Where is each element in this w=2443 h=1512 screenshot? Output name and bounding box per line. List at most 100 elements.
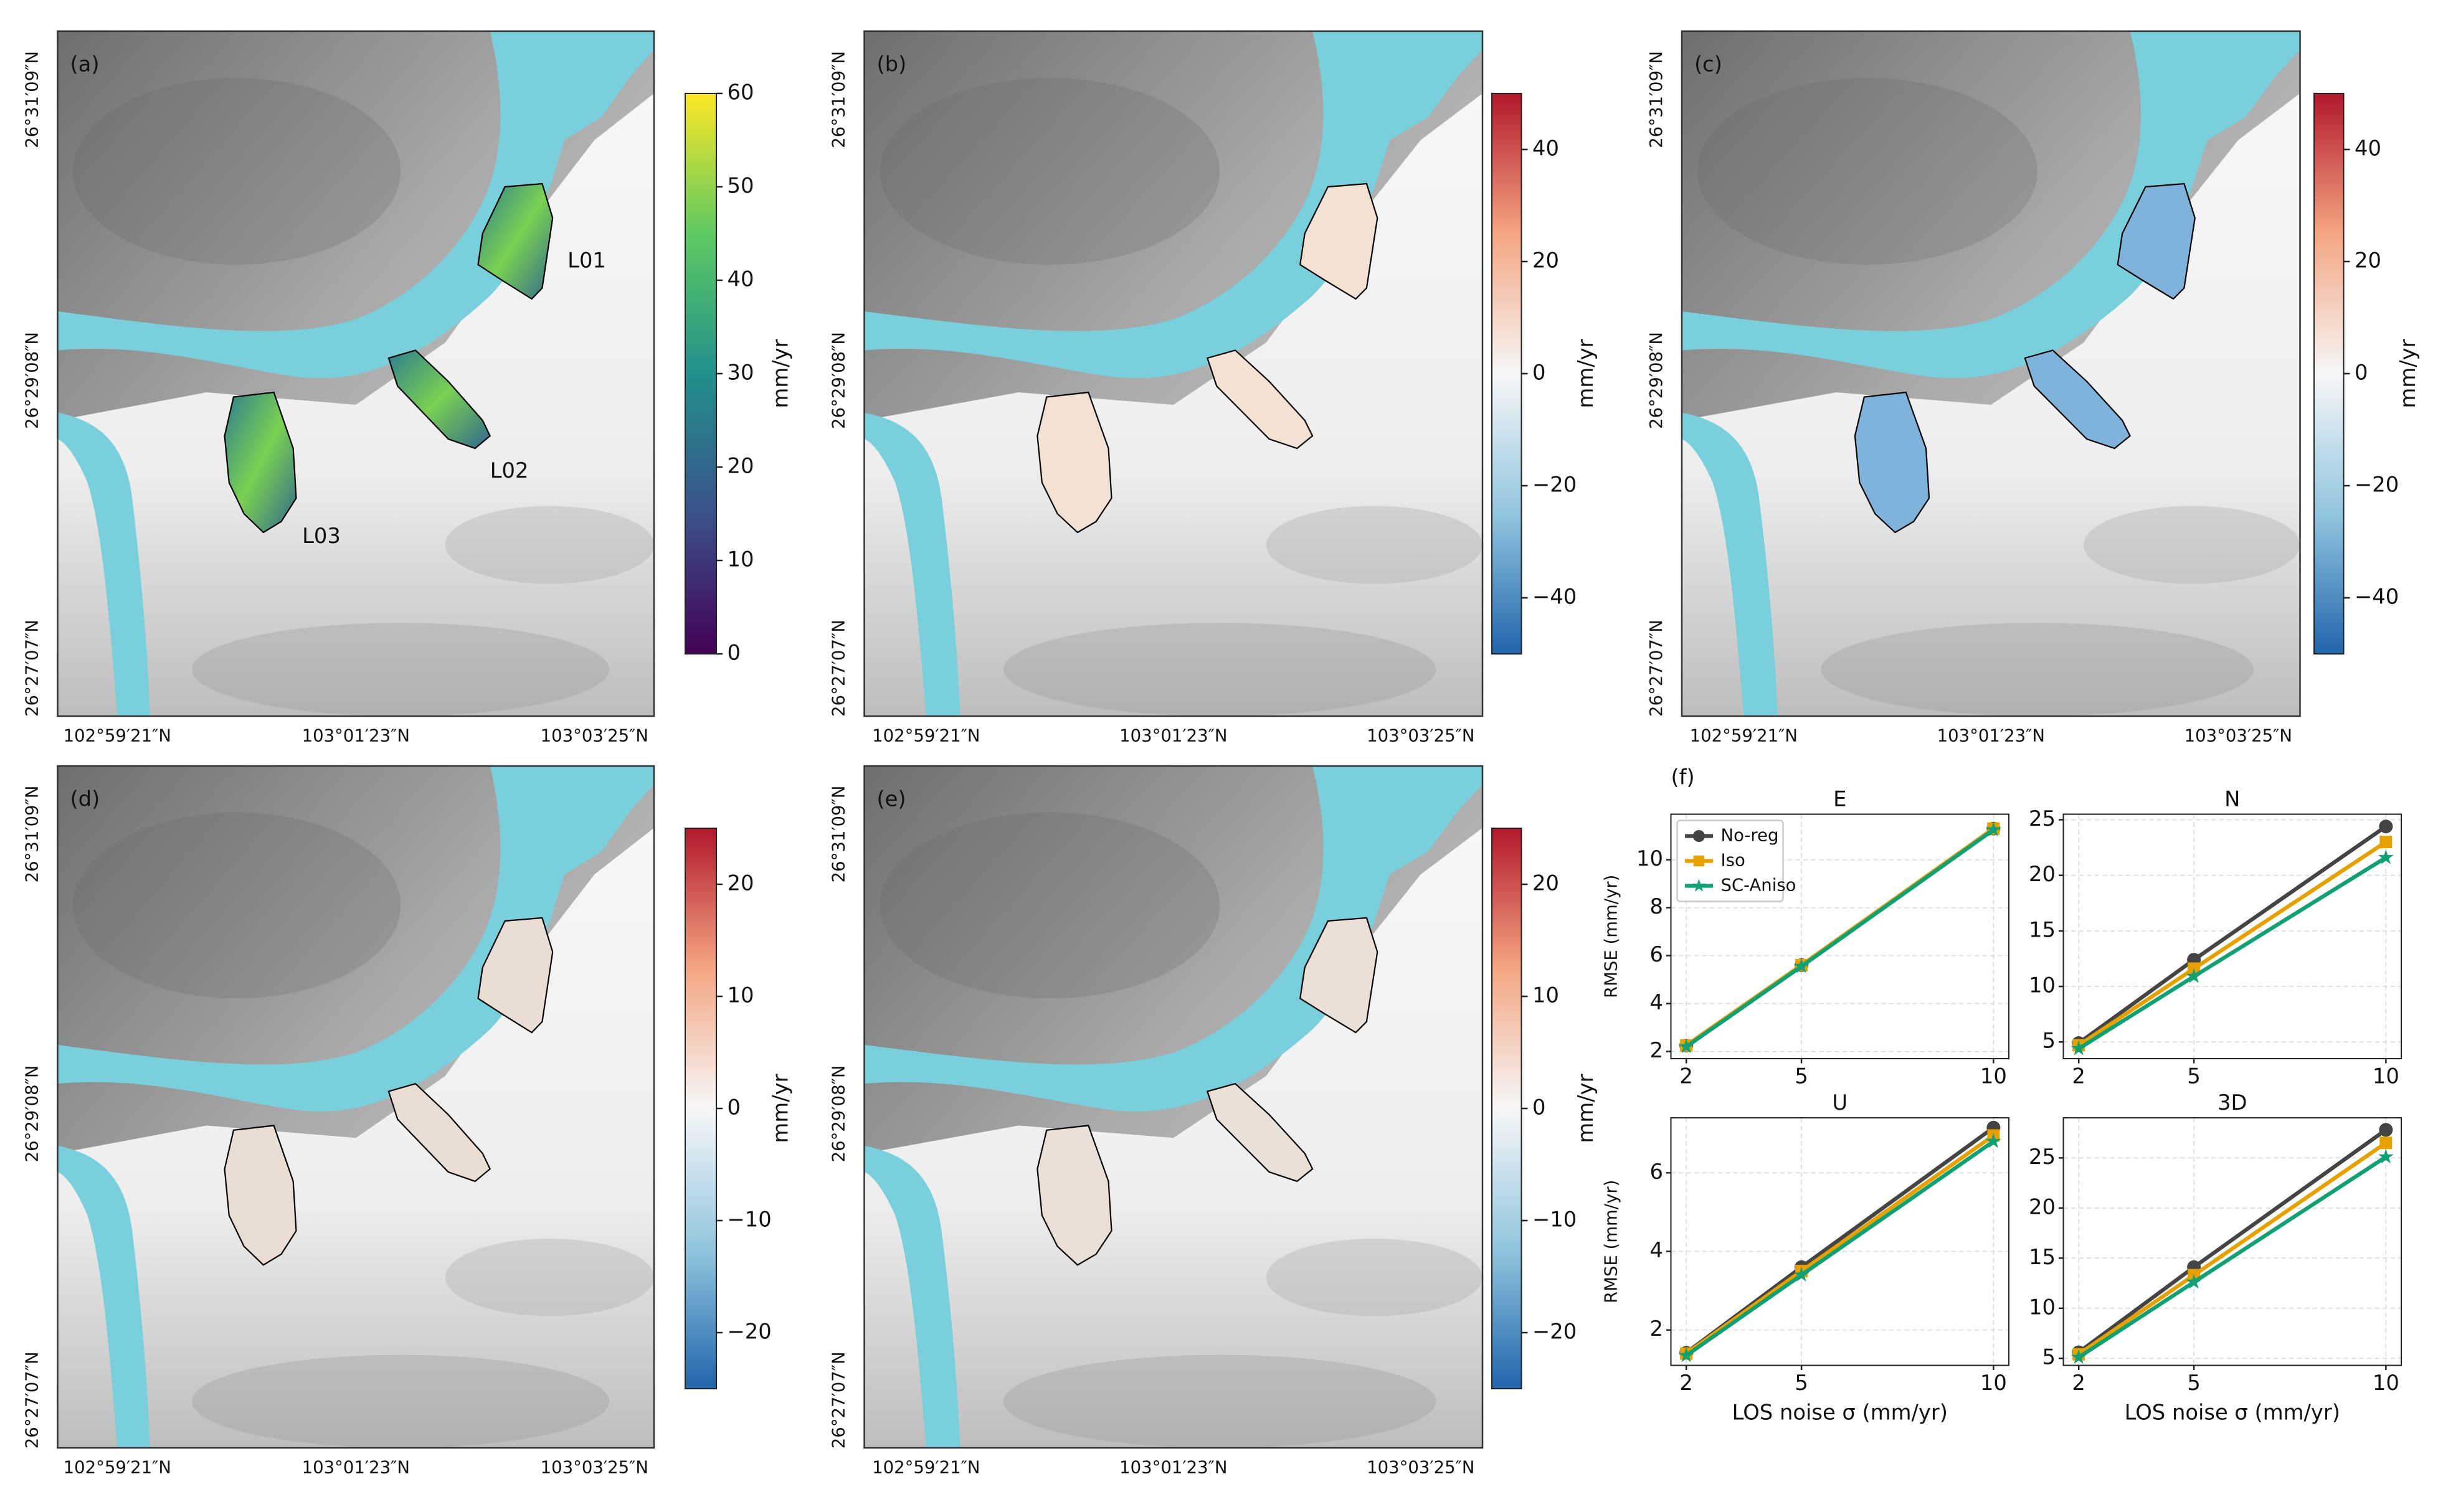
map-frame [863, 765, 1484, 1449]
colorbar-tick-label: 30 [728, 361, 754, 385]
landslide-outline [478, 918, 553, 1032]
colorbar-tick-label: −10 [1532, 1207, 1577, 1232]
y-tick-label: 4 [1650, 1238, 1663, 1262]
x-tick-label: 2 [2072, 1064, 2085, 1089]
x-tick-label: 5 [1795, 1064, 1808, 1089]
colorbar-tick-label: 10 [728, 547, 754, 572]
series-line [2077, 1141, 2388, 1356]
colorbar [1491, 93, 1522, 654]
legend-box [1676, 820, 1784, 902]
annotation: L02 [490, 458, 529, 483]
y-tick-label: 26°31′09″N [22, 786, 42, 883]
x-axis-label: LOS noise σ (mm/yr) [1732, 1401, 1948, 1425]
colorbar [684, 827, 717, 1389]
y-tick-label: 15 [2029, 1245, 2056, 1269]
series-line [2077, 1128, 2388, 1354]
landslides [1037, 918, 1377, 1265]
map-frame [57, 765, 655, 1449]
x-tick-label: 103°03′25″N [541, 1458, 648, 1478]
legend-label: No-reg [1721, 826, 1779, 846]
x-tick-label: 103°03′25″N [1367, 1458, 1474, 1478]
y-tick-label: 20 [2029, 862, 2056, 886]
map-frame [57, 30, 655, 717]
legend-label: SC-Aniso [1721, 876, 1796, 895]
landslide-outline [225, 392, 296, 532]
y-tick-label: 4 [1650, 990, 1663, 1014]
y-tick-label: 26°27′07″N [829, 1351, 849, 1448]
landslide-outline [1037, 392, 1111, 532]
landslide-outline [389, 1084, 490, 1181]
colorbar-tick-label: 40 [728, 267, 754, 291]
colorbar-tick-label: 0 [2355, 361, 2368, 385]
axes-frame [2062, 813, 2402, 1059]
terrain [57, 31, 654, 716]
x-tick-label: 102°59′21″N [872, 726, 980, 746]
x-tick-label: 10 [1980, 1064, 2007, 1089]
x-tick-label: 2 [1679, 1371, 1692, 1395]
axes-frame [1670, 813, 2009, 1059]
colorbar-tick-label: 10 [728, 983, 754, 1008]
x-tick-label: 10 [1980, 1371, 2007, 1395]
y-tick-label: 5 [2042, 1345, 2056, 1369]
colorbar-tick-label: −20 [728, 1320, 772, 1344]
colorbar-tick-label: −20 [1532, 1320, 1577, 1344]
colorbar-tick-label: −20 [2355, 473, 2399, 497]
y-tick-label: 26°31′09″N [829, 786, 849, 883]
panel-label: (e) [877, 787, 906, 811]
terrain [1682, 31, 2300, 716]
y-tick-label: 26°27′07″N [22, 1351, 42, 1448]
marker [1678, 1347, 1694, 1363]
landslide-outline [1300, 184, 1377, 299]
landslide-outline [225, 1125, 296, 1265]
subplot-title: N [2224, 787, 2240, 811]
landslides [225, 184, 553, 532]
marker [1985, 821, 2001, 837]
series-line [2077, 856, 2387, 1051]
colorbar-tick-label: 20 [728, 454, 754, 478]
y-tick-label: 5 [2042, 1029, 2056, 1053]
x-tick-label: 103°03′25″N [1367, 726, 1474, 746]
colorbar-tick-label: −10 [728, 1207, 772, 1232]
y-tick-label: 26°29′08″N [22, 332, 42, 429]
y-tick-label: 26°29′08″N [829, 1065, 849, 1163]
x-axis-label: LOS noise σ (mm/yr) [2125, 1401, 2340, 1425]
terrain [864, 766, 1482, 1448]
annotation: L01 [567, 248, 606, 273]
series-line [2077, 840, 2388, 1047]
annotation: L03 [302, 524, 341, 548]
series-line [1685, 1133, 1995, 1356]
colorbar-tick-label: 0 [1532, 1095, 1545, 1120]
x-tick-label: 102°59′21″N [872, 1458, 980, 1478]
x-tick-label: 5 [2187, 1371, 2200, 1395]
marker [2378, 849, 2394, 864]
marker [2186, 1273, 2202, 1289]
marker [2378, 1148, 2394, 1164]
landslide-outline [1207, 351, 1312, 449]
y-tick-label: 6 [1650, 942, 1663, 966]
x-tick-label: 103°01′23″N [1119, 1458, 1227, 1478]
y-tick-label: 20 [2029, 1194, 2056, 1219]
map-frame [863, 30, 1484, 717]
colorbar-tick-label: 40 [1532, 136, 1559, 161]
y-tick-label: 25 [2029, 1145, 2056, 1169]
y-tick-label: 10 [2029, 973, 2056, 998]
series-line [2077, 1155, 2388, 1359]
subplot-title: E [1833, 787, 1846, 811]
y-tick-label: 2 [1650, 1038, 1663, 1062]
y-tick-label: 26°31′09″N [829, 51, 849, 148]
x-tick-label: 5 [2187, 1064, 2200, 1089]
panel-label: (f) [1671, 765, 1695, 790]
map-frame [1681, 30, 2301, 717]
x-tick-label: 10 [2373, 1064, 2399, 1089]
colorbar-tick-label: −20 [1532, 473, 1577, 497]
landslide-outline [1300, 918, 1377, 1032]
colorbar-tick-label: 0 [728, 641, 741, 665]
colorbar-tick-label: 50 [728, 174, 754, 198]
colorbar [2313, 93, 2345, 654]
colorbar-tick-label: 10 [1532, 983, 1559, 1008]
landslide-outline [478, 184, 553, 299]
y-axis-label: RMSE (mm/yr) [1601, 875, 1621, 998]
y-tick-label: 26°31′09″N [1646, 51, 1666, 148]
colorbar-tick-label: 0 [728, 1095, 741, 1120]
colorbar-label: mm/yr [769, 1074, 793, 1143]
